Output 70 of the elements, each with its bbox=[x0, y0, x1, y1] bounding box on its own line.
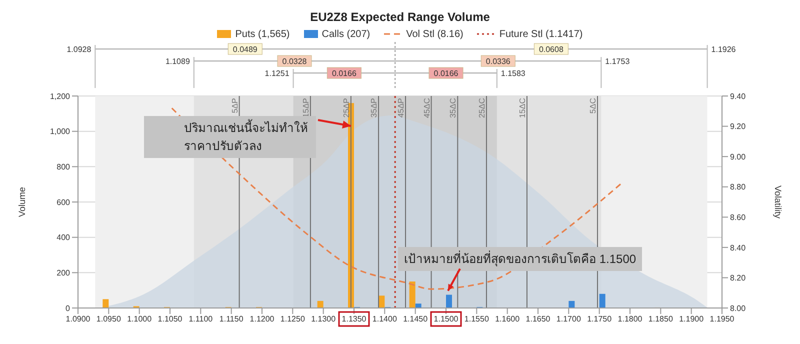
y-tick-label: 400 bbox=[56, 233, 71, 242]
ref-line-label: 15ΔP bbox=[301, 98, 310, 118]
x-tick-label: 1.1450 bbox=[403, 314, 428, 324]
ref-line-label: 35ΔC bbox=[448, 98, 458, 118]
text: 1.1251 bbox=[264, 69, 290, 78]
ref-line-label: 35ΔP bbox=[370, 98, 379, 118]
x-tick-label: 1.1650 bbox=[526, 314, 551, 324]
ref-line-label: 25ΔC bbox=[477, 98, 486, 118]
y2-axis-title: Volatility bbox=[772, 185, 783, 219]
y-tick-label: 600 bbox=[56, 198, 71, 207]
y-tick-label: 1,000 bbox=[50, 127, 71, 136]
y-axis-title: Volume bbox=[17, 186, 28, 218]
x-tick-label: 1.1750 bbox=[587, 314, 612, 324]
legend-label: Vol Stl (8.16) bbox=[405, 28, 464, 40]
y2-tick-label: 8.00 bbox=[730, 304, 746, 313]
note-box: ปริมาณเช่นนี้จะไม่ทำให้ ราคาปรับตัวลง bbox=[144, 116, 316, 158]
x-tick-label: 1.1900 bbox=[679, 314, 704, 324]
text: 1.1089 bbox=[165, 57, 190, 66]
y-tick-label: 0 bbox=[66, 304, 71, 313]
text: 1.1753 bbox=[605, 57, 630, 66]
text: 0.0489 bbox=[232, 45, 258, 54]
y2-tick-label: 8.60 bbox=[730, 212, 746, 222]
x-tick-label: 1.1200 bbox=[250, 314, 275, 324]
ref-line-label: 45ΔC bbox=[422, 98, 432, 118]
text: 1.0928 bbox=[66, 45, 92, 54]
y2-tick-label: 8.20 bbox=[730, 274, 746, 283]
y-tick-label: 200 bbox=[56, 268, 71, 278]
ref-line-label: 15ΔC bbox=[518, 98, 527, 118]
x-tick-label: 1.1550 bbox=[464, 314, 490, 324]
ref-line-label: 45ΔP bbox=[396, 98, 406, 118]
text: 0.0166 bbox=[434, 69, 459, 78]
x-tick-label: 1.0950 bbox=[96, 314, 122, 324]
y2-tick-label: 9.40 bbox=[730, 92, 746, 101]
x-tick-label: 1.1000 bbox=[127, 314, 152, 324]
x-tick-label: 1.1600 bbox=[495, 314, 520, 324]
text: 0.0328 bbox=[282, 57, 308, 66]
legend-label: Puts (1,565) bbox=[234, 28, 290, 40]
y-tick-label: 1,200 bbox=[50, 92, 71, 101]
x-tick-label: 1.1700 bbox=[556, 314, 582, 324]
y2-tick-label: 8.40 bbox=[730, 243, 746, 252]
y-tick-label: 800 bbox=[56, 162, 71, 172]
ref-line-label: 5ΔC bbox=[588, 98, 598, 114]
legend-label: Future Stl (1.1417) bbox=[498, 28, 583, 40]
x-tick-label: 1.1400 bbox=[372, 314, 398, 324]
x-tick-label: 1.1150 bbox=[219, 314, 244, 324]
note-box: เป้าหมายที่น้อยที่สุดของการเติบโตคือ 1.1500 bbox=[398, 246, 642, 271]
x-tick-label: 1.1800 bbox=[618, 314, 643, 324]
text: 1.1583 bbox=[500, 69, 526, 78]
y2-tick-label: 9.00 bbox=[730, 152, 746, 162]
ref-line-label: 5ΔP bbox=[230, 98, 240, 114]
x-tick-label: 1.1300 bbox=[311, 314, 336, 324]
x-tick-label: 1.0900 bbox=[66, 314, 91, 324]
x-tick-label: 1.1050 bbox=[158, 314, 183, 324]
annotation: เป้าหมายที่น้อยที่สุดของการเติบโตคือ 1.1500 bbox=[404, 250, 636, 268]
y2-tick-label: 9.20 bbox=[730, 122, 746, 132]
legend-label: Calls (207) bbox=[320, 28, 370, 40]
text: 0.0336 bbox=[486, 57, 511, 66]
x-tick-label: 1.1850 bbox=[648, 314, 674, 324]
text: 1.1926 bbox=[711, 45, 736, 54]
x-tick-label: 1.1350 bbox=[342, 314, 367, 324]
y2-tick-label: 8.80 bbox=[730, 182, 746, 192]
x-tick-label: 1.1950 bbox=[710, 314, 735, 324]
text: 0.0166 bbox=[332, 69, 357, 78]
ref-line-label: 25ΔP bbox=[342, 98, 351, 118]
x-tick-label: 1.1250 bbox=[280, 314, 306, 324]
x-tick-label: 1.1100 bbox=[188, 314, 214, 324]
text: 0.0608 bbox=[538, 45, 564, 54]
chart-title: EU2Z8 Expected Range Volume bbox=[309, 9, 491, 26]
annotation: ปริมาณเช่นนี้จะไม่ทำให้ ราคาปรับตัวลง bbox=[184, 119, 308, 156]
x-tick-label: 1.1500 bbox=[434, 314, 459, 324]
